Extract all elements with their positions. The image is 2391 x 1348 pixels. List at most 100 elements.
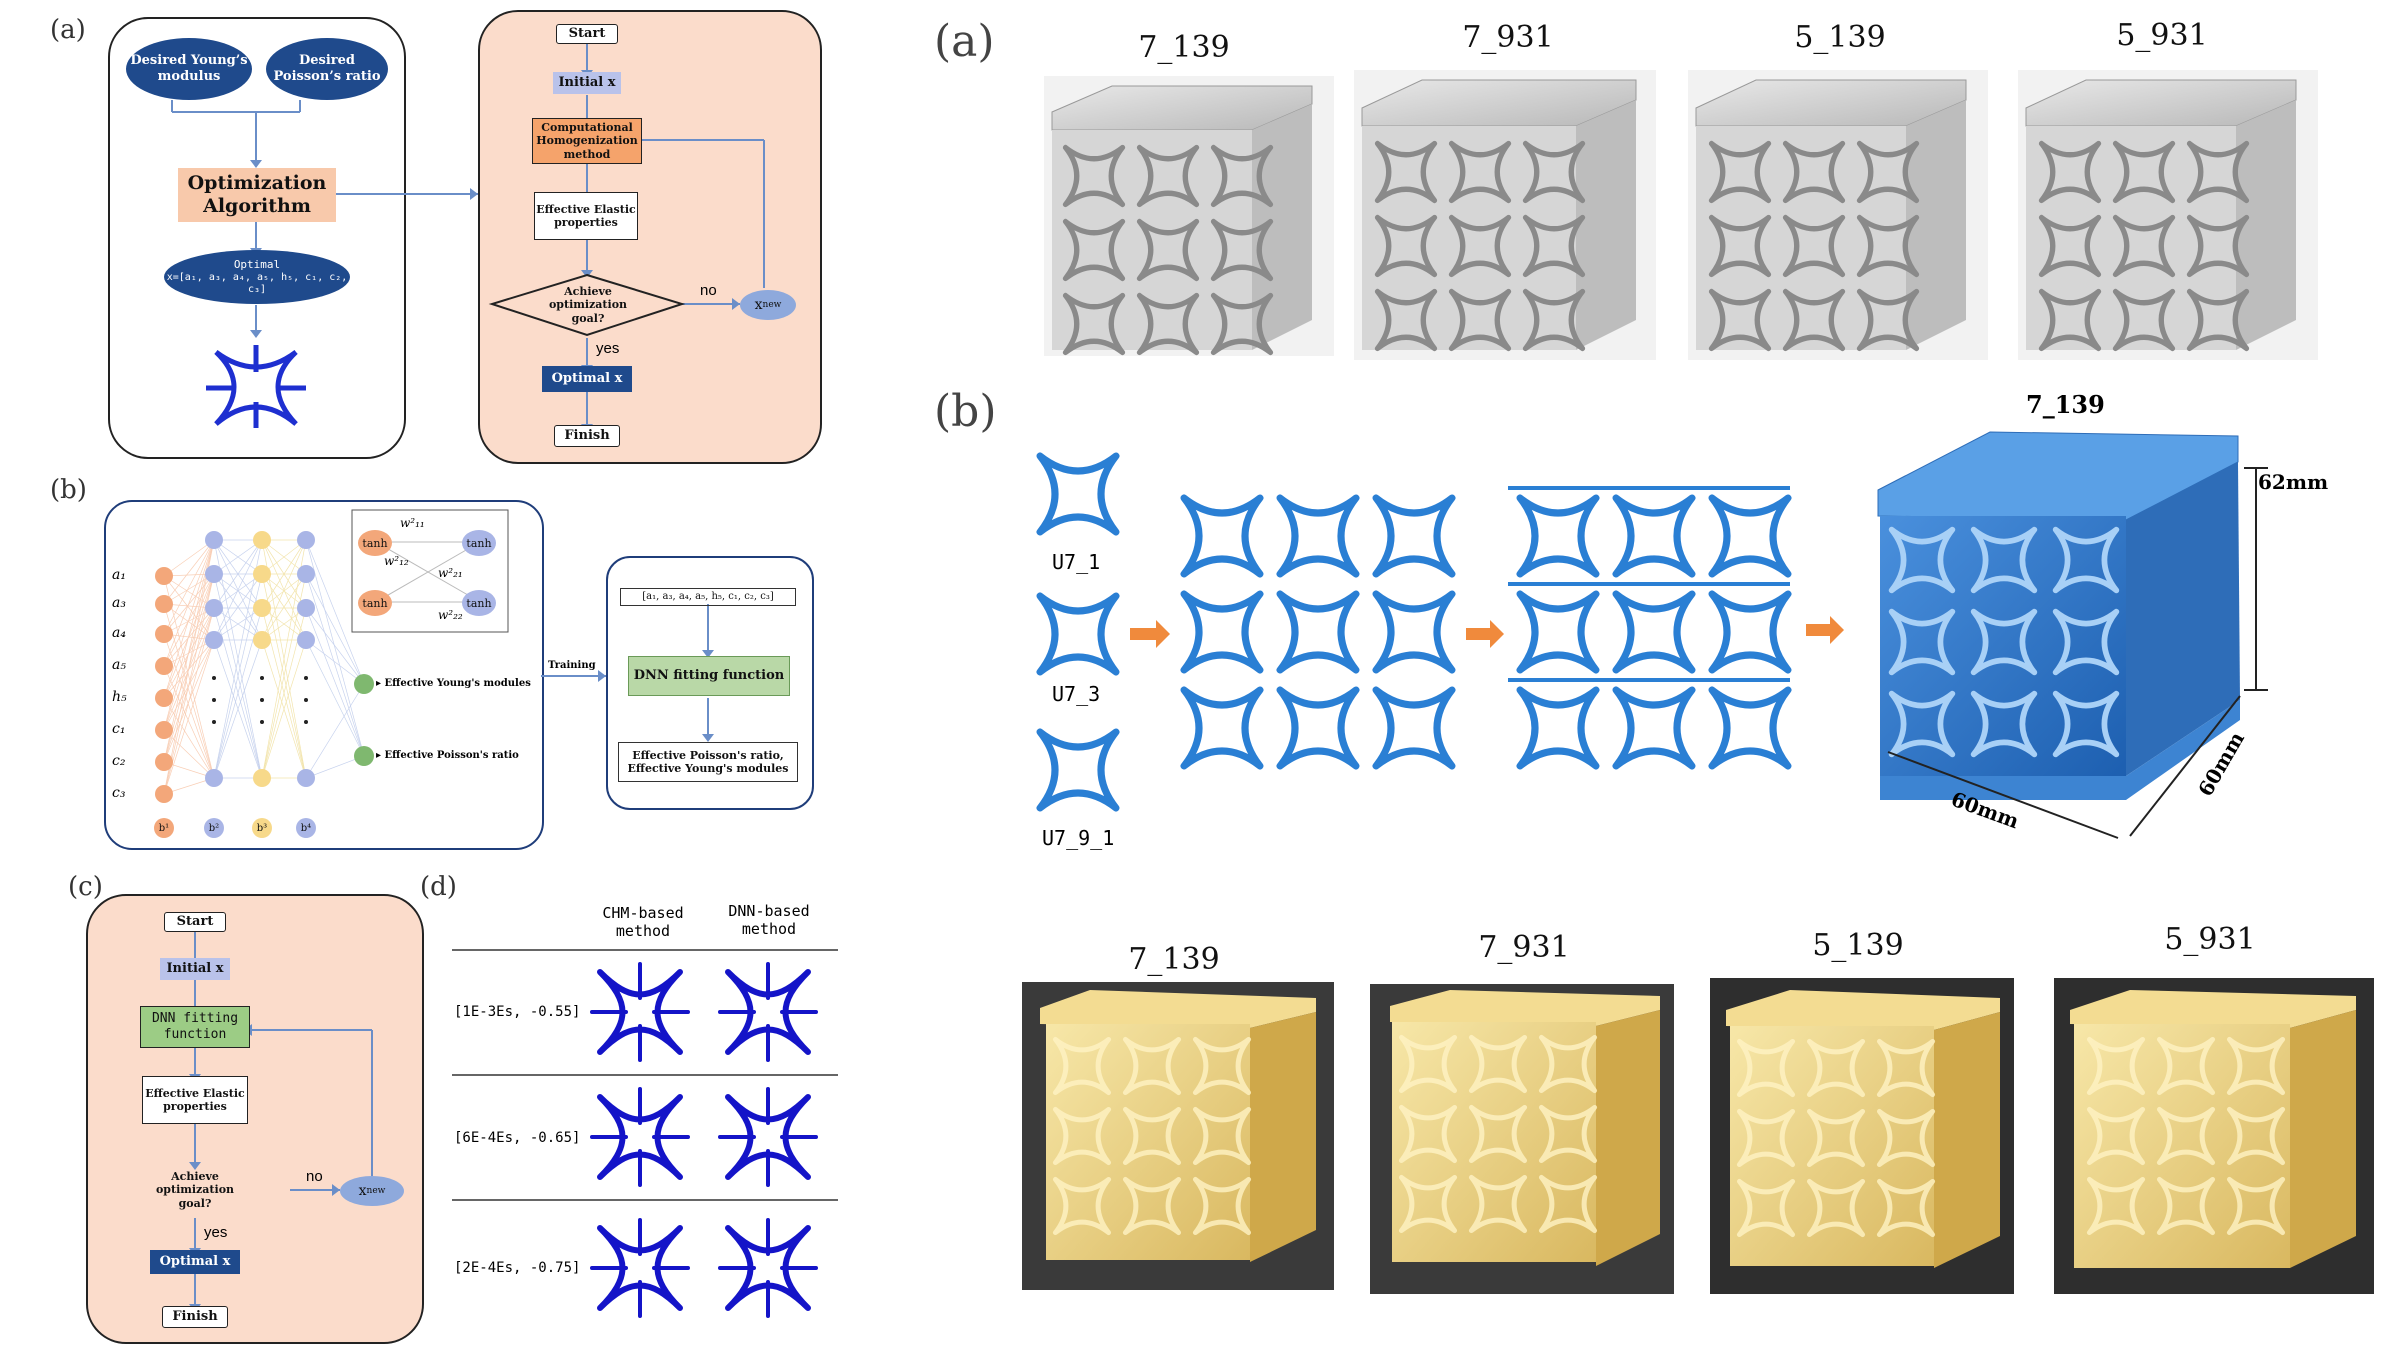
dnn-fitting-text: DNN fitting function <box>633 668 785 684</box>
nn-ellipsis <box>212 698 216 702</box>
optimal-x-text: Optimal x <box>551 371 623 387</box>
output-poisson-text: Effective Poisson's ratio <box>384 750 519 761</box>
nn-node-l3-1 <box>253 531 271 549</box>
desired-young-text: Desired Young’s modulus <box>130 53 248 84</box>
nn-input-label-7: c₂ <box>112 753 126 769</box>
nn-ellipsis <box>212 720 216 724</box>
optimal-x-node: Optimal x <box>542 366 632 392</box>
right-label-a: (a) <box>934 16 995 67</box>
dimension-lines <box>1887 467 2268 839</box>
nn-node-l3-3 <box>253 599 271 617</box>
finish-text: Finish <box>564 428 610 444</box>
optimal-node: Optimal x=[a₁, a₃, a₄, a₅, h₅, c₁, c₂, c… <box>164 250 350 304</box>
dim-height: 62mm <box>2258 470 2329 494</box>
effective-text: Effective Elastic properties <box>536 202 636 229</box>
tanh-node-4: tanh <box>462 590 496 616</box>
nn-node-l1-1 <box>155 567 173 585</box>
no-label: no <box>700 282 717 299</box>
weight-22: w²₂₂ <box>438 608 463 622</box>
panel-label-a: (a) <box>50 15 86 45</box>
c-xnew-sub: new <box>366 1186 386 1196</box>
tanh-node-3: tanh <box>358 590 392 616</box>
nn-node-l3-5 <box>253 769 271 787</box>
nn-node-l1-7 <box>155 753 173 771</box>
arrow-3 <box>1806 616 1844 644</box>
tanh-text-3: tanh <box>362 596 388 610</box>
render-caption-4: 5_931 <box>2116 18 2208 53</box>
nn-input-label-5: h₅ <box>112 689 127 705</box>
nn-input-label-8: c₃ <box>112 785 126 801</box>
photo-1 <box>1022 982 1334 1290</box>
nn-node-l1-5 <box>155 689 173 707</box>
unit-label-u7-9-1: U7_9_1 <box>1042 826 1115 850</box>
output-young-text: Effective Young's modules <box>384 678 531 689</box>
panel-label-c: (c) <box>68 872 103 902</box>
nn-bias-4: b⁴ <box>296 818 316 838</box>
achieve-text-box: Achieve optimization goal? <box>540 282 636 328</box>
finish-node: Finish <box>554 425 620 447</box>
nn-node-l3-2 <box>253 565 271 583</box>
desired-poisson-node: Desired Poisson’s ratio <box>266 38 388 100</box>
nn-node-l2-4 <box>205 631 223 649</box>
d-row-1-label: [1E-3Es, -0.55] <box>454 1004 581 1020</box>
grey-render-2 <box>1354 70 1656 360</box>
render-caption-1: 7_139 <box>1138 30 1230 65</box>
optimization-node: Optimization Algorithm <box>178 168 336 222</box>
nn-node-l1-8 <box>155 785 173 803</box>
nn-node-l1-2 <box>155 595 173 613</box>
arrow-2 <box>1466 620 1504 648</box>
nn-ellipsis <box>260 720 264 724</box>
model-label: 7_139 <box>2026 390 2105 419</box>
output-poisson-node <box>354 746 374 766</box>
optimal-structure-icon <box>206 345 306 428</box>
weight-21: w²₂₁ <box>438 566 463 580</box>
photo-caption-2: 7_931 <box>1478 930 1570 965</box>
result-box: Effective Poisson's ratio, Effective You… <box>618 742 798 782</box>
c-no-label: no <box>306 1168 323 1185</box>
chm-text: Computational Homogenization method <box>536 121 638 161</box>
unit-label-u7-3: U7_3 <box>1052 682 1101 706</box>
output-young-label: ▸ Effective Young's modules <box>376 678 531 689</box>
start-node: Start <box>556 24 618 44</box>
nn-input-label-3: a₄ <box>112 625 126 641</box>
render-caption-2: 7_931 <box>1462 20 1554 55</box>
tanh-text-4: tanh <box>466 596 492 610</box>
nn-node-l2-2 <box>205 565 223 583</box>
panel-b-result-frame <box>606 556 814 810</box>
weight-11: w²₁₁ <box>400 516 425 530</box>
nn-node-l1-4 <box>155 657 173 675</box>
d-col1-header: CHM-based method <box>602 904 684 940</box>
c-yes-label: yes <box>204 1224 228 1241</box>
photo-3 <box>1710 978 2014 1294</box>
c-initial-text: Initial x <box>166 961 224 977</box>
c-achieve-text-box: Achieve optimization goal? <box>148 1166 242 1214</box>
unit-label-u7-1: U7_1 <box>1052 550 1101 574</box>
photo-caption-1: 7_139 <box>1128 942 1220 977</box>
nn-bias-2: b² <box>204 818 224 838</box>
nn-input-label-2: a₃ <box>112 595 126 611</box>
tanh-node-2: tanh <box>462 530 496 556</box>
dnn-fitting-box: DNN fitting function <box>628 656 790 696</box>
tanh-node-1: tanh <box>358 530 392 556</box>
c-dnn-text: DNN fitting function <box>151 1011 239 1042</box>
output-young-node <box>354 674 374 694</box>
panel-label-d: (d) <box>420 872 457 902</box>
tanh-text-1: tanh <box>362 536 388 550</box>
optimal-title: Optimal <box>233 258 281 272</box>
nn-ellipsis <box>304 676 308 680</box>
grey-render-3 <box>1688 70 1988 360</box>
training-label: Training <box>548 660 596 671</box>
photo-4 <box>2054 978 2374 1294</box>
nn-input-label-1: a₁ <box>112 567 126 583</box>
achieve-diamond <box>488 273 686 337</box>
c-optimal-x-text: Optimal x <box>159 1254 231 1270</box>
nn-ellipsis <box>260 698 264 702</box>
desired-young-node: Desired Young’s modulus <box>126 38 252 100</box>
initial-node: Initial x <box>553 72 621 94</box>
yes-label: yes <box>596 340 620 357</box>
xnew-sub: new <box>762 300 782 310</box>
c-finish-text: Finish <box>172 1309 218 1325</box>
xnew-node: x new <box>740 290 796 320</box>
